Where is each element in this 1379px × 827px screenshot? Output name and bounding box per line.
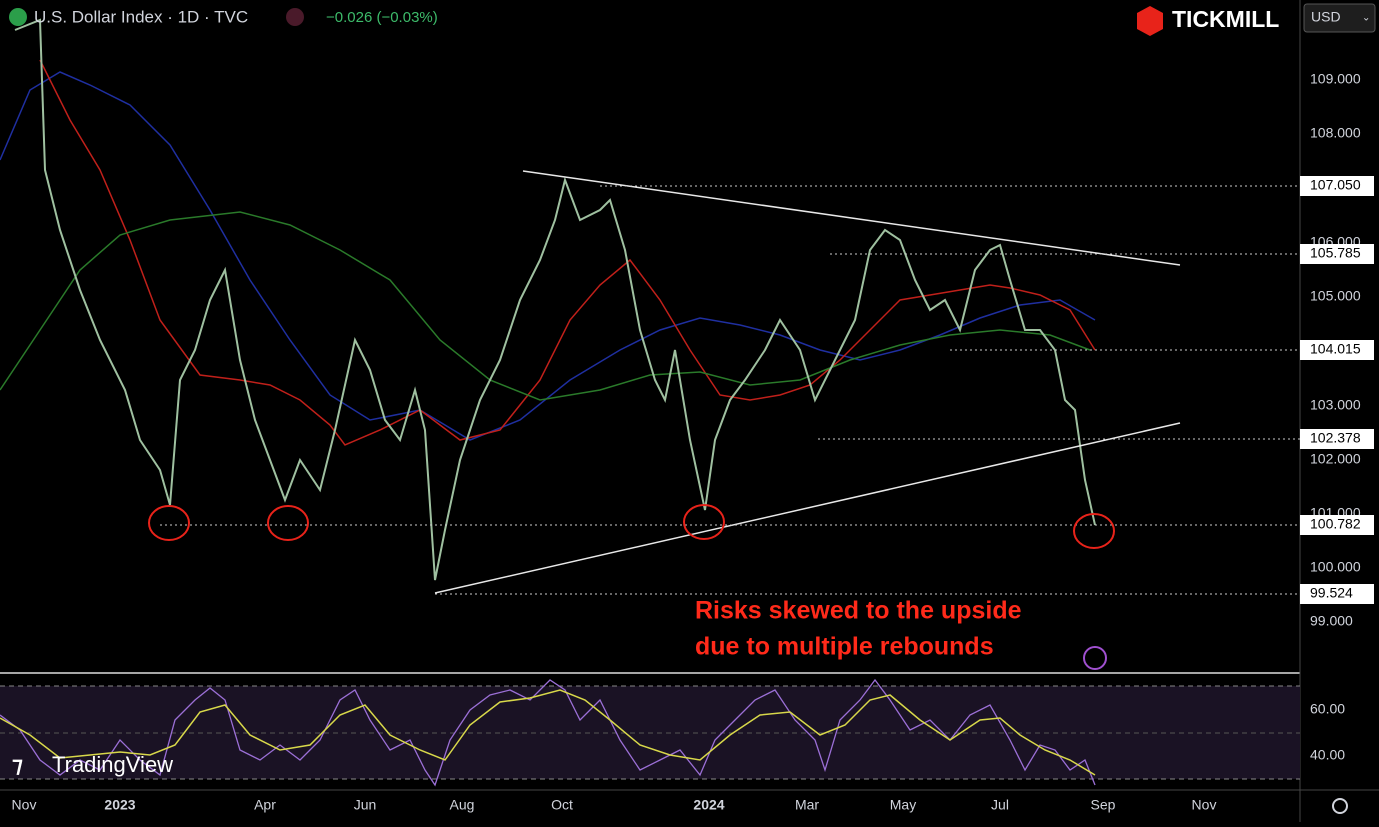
trend-upper	[522, 170, 1181, 266]
indicator-icon[interactable]	[286, 8, 304, 26]
rsi-line	[0, 678, 1096, 787]
price-label: 100.000	[1310, 559, 1361, 575]
level-box	[1300, 584, 1374, 604]
level-box	[1300, 340, 1374, 360]
levels	[160, 185, 1300, 595]
settings-icon[interactable]	[1332, 798, 1348, 814]
rebound-circle	[148, 505, 190, 541]
level-box	[1300, 244, 1374, 264]
price-path	[14, 18, 1096, 581]
level-label: 107.050	[1310, 177, 1361, 193]
price-label: 109.000	[1310, 71, 1361, 87]
time-label: Nov	[1192, 797, 1217, 813]
change: −0.026 (−0.03%)	[326, 9, 438, 26]
level-label: 105.785	[1310, 245, 1361, 261]
symbol: U.S. Dollar Index · 1D · TVC	[34, 7, 248, 26]
level-box	[1300, 176, 1374, 196]
watermark: TradingView	[52, 752, 173, 777]
time-label: May	[890, 797, 916, 813]
rebound-circle	[1073, 513, 1115, 549]
time-label: Oct	[551, 797, 573, 813]
rsi-label: 60.00	[1310, 701, 1345, 717]
watermark-logo: ⁊	[12, 752, 23, 777]
level-label: 99.524	[1310, 585, 1353, 601]
time-label: 2023	[104, 797, 135, 813]
price-label: 105.000	[1310, 288, 1361, 304]
price-label: 99.000	[1310, 613, 1353, 629]
brand-logo	[1137, 6, 1163, 36]
time-label: Apr	[254, 797, 276, 813]
currency-select[interactable]	[1303, 3, 1376, 33]
trend-lower	[434, 422, 1181, 594]
level-label: 102.378	[1310, 430, 1361, 446]
price-label: 108.000	[1310, 125, 1361, 141]
rebound-circle	[683, 504, 725, 540]
level-label: 104.015	[1310, 341, 1361, 357]
price-label: 103.000	[1310, 397, 1361, 413]
time-label: Nov	[12, 797, 37, 813]
level-label: 100.782	[1310, 516, 1361, 532]
ma-green	[0, 211, 1091, 401]
annotation-line: due to multiple rebounds	[695, 633, 994, 661]
annotation-line: Risks skewed to the upside	[695, 597, 1022, 625]
symbol-icon	[9, 8, 27, 26]
rsi-label: 40.00	[1310, 747, 1345, 763]
price-levels: 107.050 105.785 104.015 102.378 100.782 …	[1300, 176, 1374, 604]
ma-red	[39, 59, 1096, 446]
level-box	[1300, 429, 1374, 449]
currency[interactable]: USD	[1311, 9, 1341, 25]
time-label: Jun	[354, 797, 377, 813]
time-label: Jul	[991, 797, 1009, 813]
alert-icon[interactable]	[1083, 646, 1107, 670]
time-axis: Nov 2023 Apr Jun Aug Oct 2024 Mar May Ju…	[12, 797, 1217, 813]
rsi-ma	[0, 689, 1096, 776]
dropdown-arrow: ⌄	[1362, 13, 1370, 24]
time-label: Sep	[1091, 797, 1116, 813]
time-label: Aug	[450, 797, 475, 813]
time-label: 2024	[693, 797, 724, 813]
brand: TICKMILL	[1172, 6, 1279, 32]
rebound-circle	[267, 505, 309, 541]
price-label: 102.000	[1310, 451, 1361, 467]
circles	[148, 504, 1115, 549]
level-box	[1300, 515, 1374, 535]
time-label: Mar	[795, 797, 819, 813]
ma-blue	[0, 71, 1096, 441]
